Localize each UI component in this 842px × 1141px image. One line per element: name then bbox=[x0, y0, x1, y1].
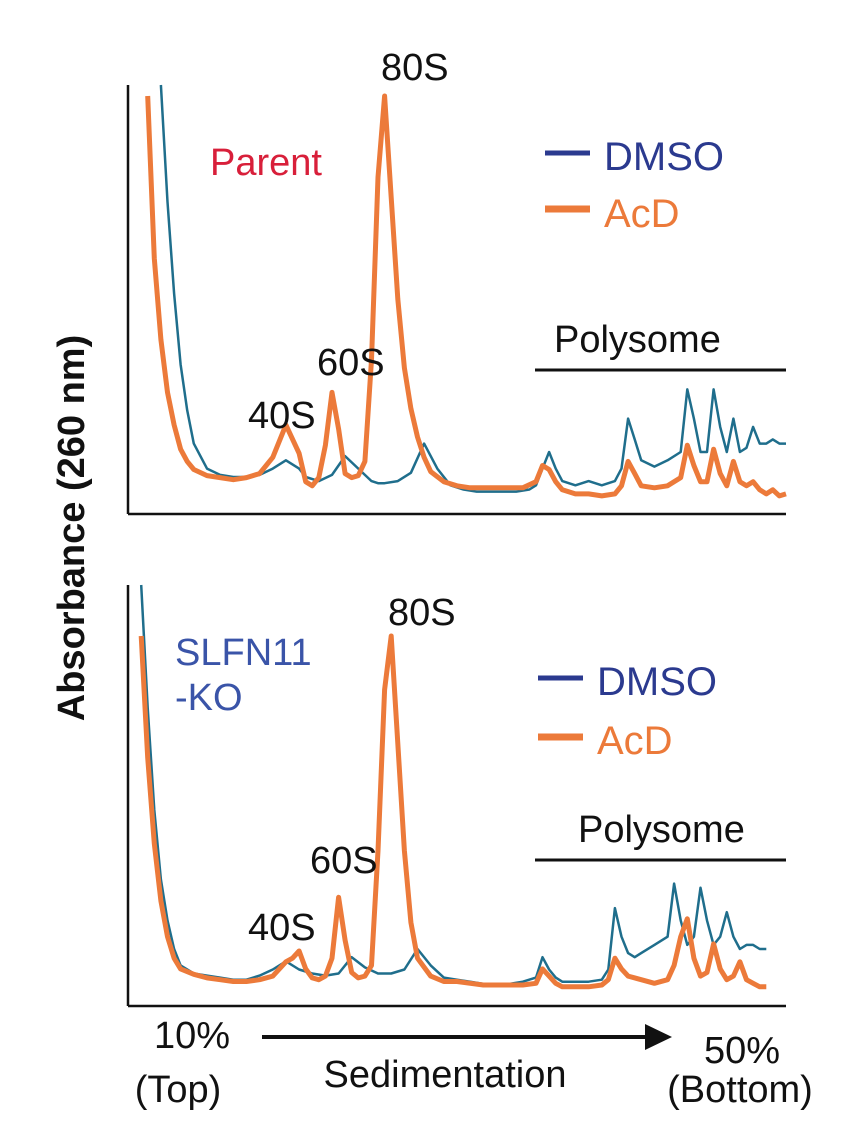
x-axis-label: Sedimentation bbox=[324, 1054, 567, 1096]
series-line-acd bbox=[145, 93, 787, 499]
legend-label-acd: AcD bbox=[604, 192, 680, 236]
panel-label-line: Parent bbox=[210, 142, 322, 184]
peak-label-60s: 60S bbox=[310, 840, 378, 882]
legend-label-acd: AcD bbox=[597, 719, 673, 763]
x-right-label-percent: 50% bbox=[704, 1030, 780, 1072]
legend-label-dmso: DMSO bbox=[604, 135, 724, 179]
x-left-label-percent: 10% bbox=[154, 1015, 230, 1057]
polysome-label: Polysome bbox=[578, 809, 745, 851]
panel-label-line: SLFN11 bbox=[175, 632, 312, 674]
panel-parent: Parent DMSO AcD 40S 60S 80S Polysome bbox=[126, 47, 787, 516]
peak-label-40s: 40S bbox=[248, 395, 316, 437]
x-left-label-position: (Top) bbox=[135, 1069, 222, 1111]
series-line-dmso bbox=[159, 84, 786, 493]
panel-label: SLFN11 -KO bbox=[175, 632, 312, 719]
y-axis-label: Absorbance (260 nm) bbox=[51, 335, 93, 721]
panel-label: Parent bbox=[210, 142, 322, 184]
peak-label-80s: 80S bbox=[381, 47, 449, 89]
peak-label-40s: 40S bbox=[248, 907, 316, 949]
panel-label-line: -KO bbox=[175, 677, 243, 719]
x-right-label-position: (Bottom) bbox=[667, 1069, 813, 1111]
polysome-label: Polysome bbox=[554, 319, 721, 361]
peak-label-60s: 60S bbox=[317, 342, 385, 384]
sedimentation-arrow-head bbox=[645, 1024, 672, 1050]
legend-label-dmso: DMSO bbox=[597, 660, 717, 704]
panel-slfn11-ko: SLFN11 -KO DMSO AcD 40S 60S 80S Polysome bbox=[126, 584, 786, 1008]
peak-label-80s: 80S bbox=[388, 592, 456, 634]
series-line-acd bbox=[138, 633, 767, 990]
